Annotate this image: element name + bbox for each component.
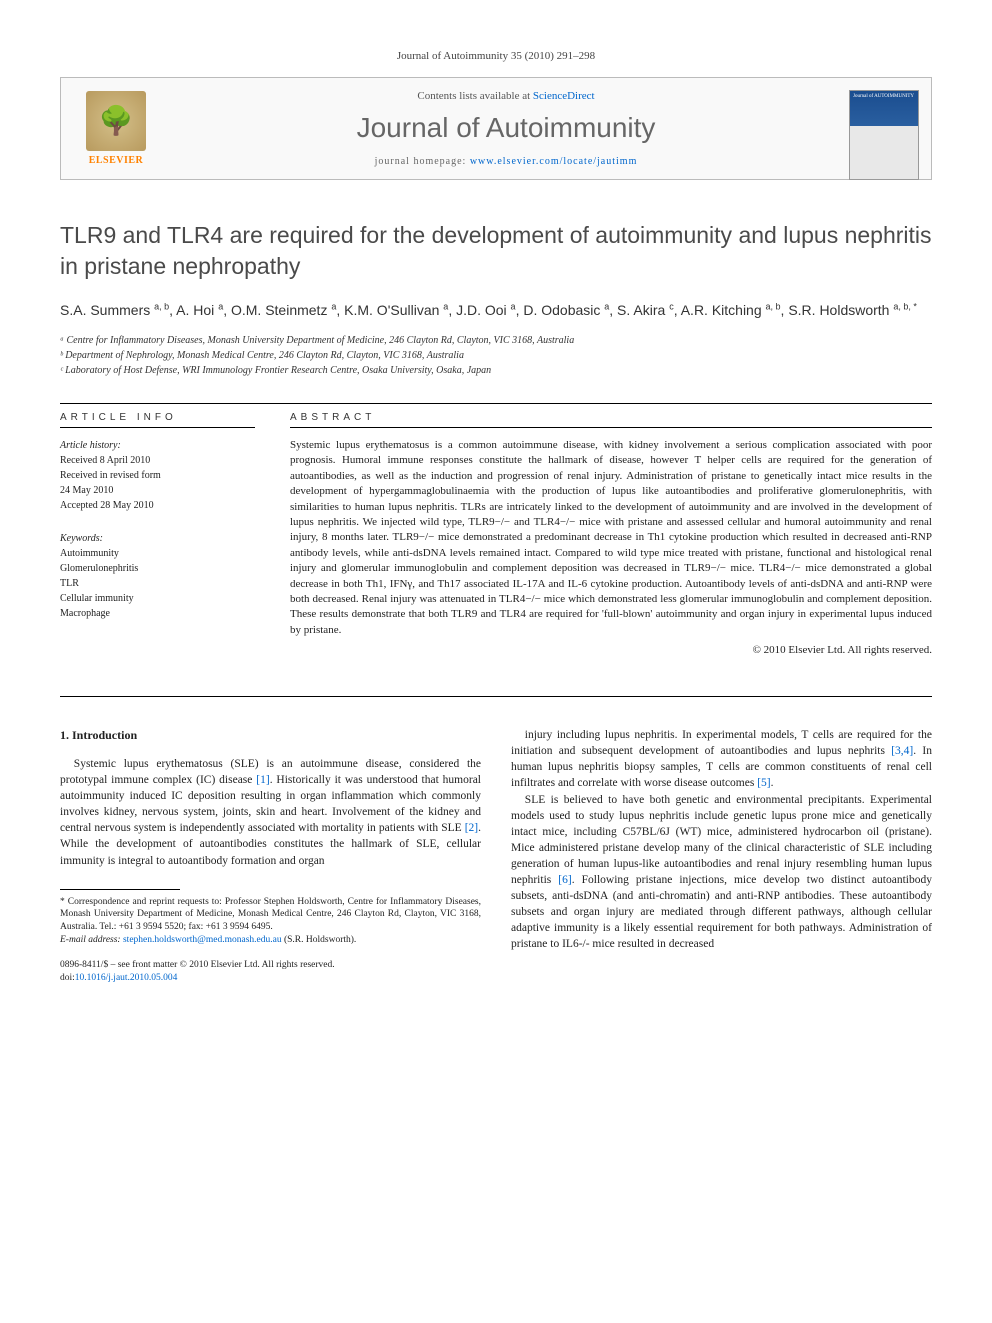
intro-paragraph: injury including lupus nephritis. In exp… xyxy=(511,727,932,791)
keyword: Autoimmunity xyxy=(60,546,255,561)
correspondence-footnote: * Correspondence and reprint requests to… xyxy=(60,896,481,947)
history-line: Accepted 28 May 2010 xyxy=(60,498,255,513)
keyword: TLR xyxy=(60,576,255,591)
contents-line: Contents lists available at ScienceDirec… xyxy=(176,90,836,102)
journal-header: 🌳 ELSEVIER Contents lists available at S… xyxy=(60,77,932,180)
email-line: E-mail address: stephen.holdsworth@med.m… xyxy=(60,934,481,947)
correspondence-text: * Correspondence and reprint requests to… xyxy=(60,896,481,934)
history-line: 24 May 2010 xyxy=(60,483,255,498)
correspondence-email-link[interactable]: stephen.holdsworth@med.monash.edu.au xyxy=(123,935,282,945)
doi-label: doi: xyxy=(60,973,75,983)
footnote-separator xyxy=(60,889,180,890)
reference-link[interactable]: [5] xyxy=(757,777,770,789)
affiliation-line: ᵇ Department of Nephrology, Monash Medic… xyxy=(60,348,932,363)
article-info-column: ARTICLE INFO Article history: Received 8… xyxy=(60,404,255,656)
reference-link[interactable]: [3,4] xyxy=(891,745,913,757)
intro-heading: 1. Introduction xyxy=(60,727,481,744)
keywords-label: Keywords: xyxy=(60,531,255,546)
journal-name: Journal of Autoimmunity xyxy=(176,112,836,144)
homepage-prefix: journal homepage: xyxy=(375,156,470,167)
reference-link[interactable]: [1] xyxy=(256,774,269,786)
abstract-text: Systemic lupus erythematosus is a common… xyxy=(290,438,932,638)
homepage-link[interactable]: www.elsevier.com/locate/jautimm xyxy=(470,156,638,167)
homepage-line: journal homepage: www.elsevier.com/locat… xyxy=(176,156,836,167)
intro-paragraph: SLE is believed to have both genetic and… xyxy=(511,792,932,953)
intro-paragraph: Systemic lupus erythematosus (SLE) is an… xyxy=(60,756,481,869)
abstract-copyright: © 2010 Elsevier Ltd. All rights reserved… xyxy=(290,644,932,656)
article-title: TLR9 and TLR4 are required for the devel… xyxy=(60,220,932,282)
article-info-heading: ARTICLE INFO xyxy=(60,404,255,428)
journal-reference: Journal of Autoimmunity 35 (2010) 291–29… xyxy=(60,50,932,62)
section-divider xyxy=(60,696,932,697)
cover-label: Journal of AUTOIMMUNITY xyxy=(853,94,915,99)
keyword: Glomerulonephritis xyxy=(60,561,255,576)
journal-cover-thumbnail: Journal of AUTOIMMUNITY xyxy=(849,90,919,180)
abstract-heading: ABSTRACT xyxy=(290,404,932,428)
reference-link[interactable]: [2] xyxy=(465,822,478,834)
body-column-left: 1. Introduction Systemic lupus erythemat… xyxy=(60,727,481,984)
email-suffix: (S.R. Holdsworth). xyxy=(282,935,357,945)
publisher-logo: 🌳 ELSEVIER xyxy=(76,91,156,166)
author-list: S.A. Summers a, b, A. Hoi a, O.M. Steinm… xyxy=(60,300,932,321)
contents-prefix: Contents lists available at xyxy=(417,90,532,102)
page-container: Journal of Autoimmunity 35 (2010) 291–29… xyxy=(0,0,992,1035)
keywords-block: Keywords: AutoimmunityGlomerulonephritis… xyxy=(60,531,255,621)
sciencedirect-link[interactable]: ScienceDirect xyxy=(533,90,595,102)
bottom-metadata: 0896-8411/$ – see front matter © 2010 El… xyxy=(60,959,481,985)
doi-link[interactable]: 10.1016/j.jaut.2010.05.004 xyxy=(75,973,178,983)
issn-line: 0896-8411/$ – see front matter © 2010 El… xyxy=(60,959,481,972)
affiliations: ᵃ Centre for Inflammatory Diseases, Mona… xyxy=(60,333,932,378)
history-line: Received in revised form xyxy=(60,468,255,483)
reference-link[interactable]: [6] xyxy=(558,874,571,886)
history-line: Received 8 April 2010 xyxy=(60,453,255,468)
affiliation-line: ᵃ Centre for Inflammatory Diseases, Mona… xyxy=(60,333,932,348)
abstract-column: ABSTRACT Systemic lupus erythematosus is… xyxy=(290,404,932,656)
elsevier-tree-icon: 🌳 xyxy=(86,91,146,151)
body-columns: 1. Introduction Systemic lupus erythemat… xyxy=(60,727,932,984)
publisher-name: ELSEVIER xyxy=(89,155,144,166)
body-column-right: injury including lupus nephritis. In exp… xyxy=(511,727,932,984)
info-abstract-row: ARTICLE INFO Article history: Received 8… xyxy=(60,404,932,656)
keyword: Cellular immunity xyxy=(60,591,255,606)
keyword: Macrophage xyxy=(60,606,255,621)
header-center: Contents lists available at ScienceDirec… xyxy=(176,90,836,167)
history-label: Article history: xyxy=(60,438,255,453)
email-label: E-mail address: xyxy=(60,935,123,945)
affiliation-line: ᶜ Laboratory of Host Defense, WRI Immuno… xyxy=(60,363,932,378)
article-history: Article history: Received 8 April 2010Re… xyxy=(60,438,255,513)
doi-line: doi:10.1016/j.jaut.2010.05.004 xyxy=(60,972,481,985)
